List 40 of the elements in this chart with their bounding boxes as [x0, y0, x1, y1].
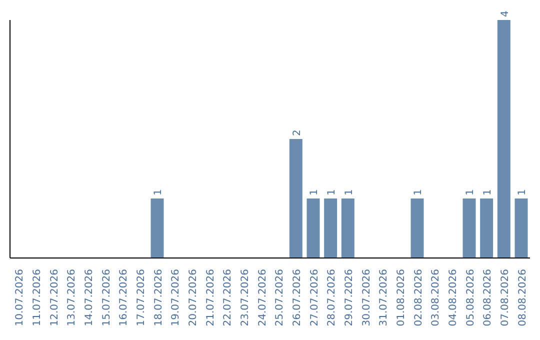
- x-tick-label: 22.07.2026: [222, 269, 234, 326]
- x-tick-label: 11.07.2026: [32, 269, 43, 326]
- x-tick-label: 05.08.2026: [465, 269, 476, 326]
- x-tick-label: 08.08.2026: [517, 269, 528, 326]
- x-tick-label: 15.07.2026: [101, 269, 112, 326]
- x-tick-label: 06.08.2026: [482, 269, 494, 326]
- x-tick-label: 26.07.2026: [292, 269, 303, 326]
- x-tick-label: 04.08.2026: [448, 269, 459, 326]
- data-label: 1: [413, 189, 424, 196]
- data-label: 1: [153, 189, 164, 196]
- data-label: 1: [482, 189, 494, 196]
- x-tick-label: 03.08.2026: [430, 269, 442, 326]
- data-label: 2: [292, 130, 303, 136]
- x-tick-label: 10.07.2026: [14, 269, 26, 326]
- x-tick-label: 20.07.2026: [188, 269, 199, 326]
- x-tick-label: 24.07.2026: [257, 269, 268, 326]
- x-tick-label: 14.07.2026: [84, 269, 95, 326]
- x-tick-label: 25.07.2026: [274, 269, 286, 326]
- data-label: 1: [465, 189, 476, 196]
- x-tick-label: 19.07.2026: [170, 269, 182, 326]
- x-tick-label: 01.08.2026: [396, 269, 407, 326]
- x-tick-label: 17.07.2026: [136, 269, 147, 326]
- x-tick-label: 23.07.2026: [240, 269, 251, 326]
- x-tick-label: 31.07.2026: [378, 269, 390, 326]
- data-label: 1: [309, 189, 320, 196]
- x-tick-label: 28.07.2026: [326, 269, 338, 326]
- x-tick-label: 29.07.2026: [344, 269, 355, 326]
- data-label: 1: [344, 189, 355, 196]
- x-tick-label: 18.07.2026: [153, 269, 164, 326]
- data-label: 4: [500, 10, 511, 17]
- data-label: 1: [517, 189, 528, 196]
- x-tick-label: 02.08.2026: [413, 269, 424, 326]
- x-tick-label: 30.07.2026: [361, 269, 372, 326]
- data-label: 1: [326, 189, 338, 196]
- x-tick-label: 13.07.2026: [66, 269, 78, 326]
- x-tick-label: 27.07.2026: [309, 269, 320, 326]
- x-tick-label: 16.07.2026: [118, 269, 130, 326]
- x-tick-label: 07.08.2026: [500, 269, 511, 326]
- x-tick-label: 12.07.2026: [49, 269, 60, 326]
- x-tick-label: 21.07.2026: [205, 269, 216, 326]
